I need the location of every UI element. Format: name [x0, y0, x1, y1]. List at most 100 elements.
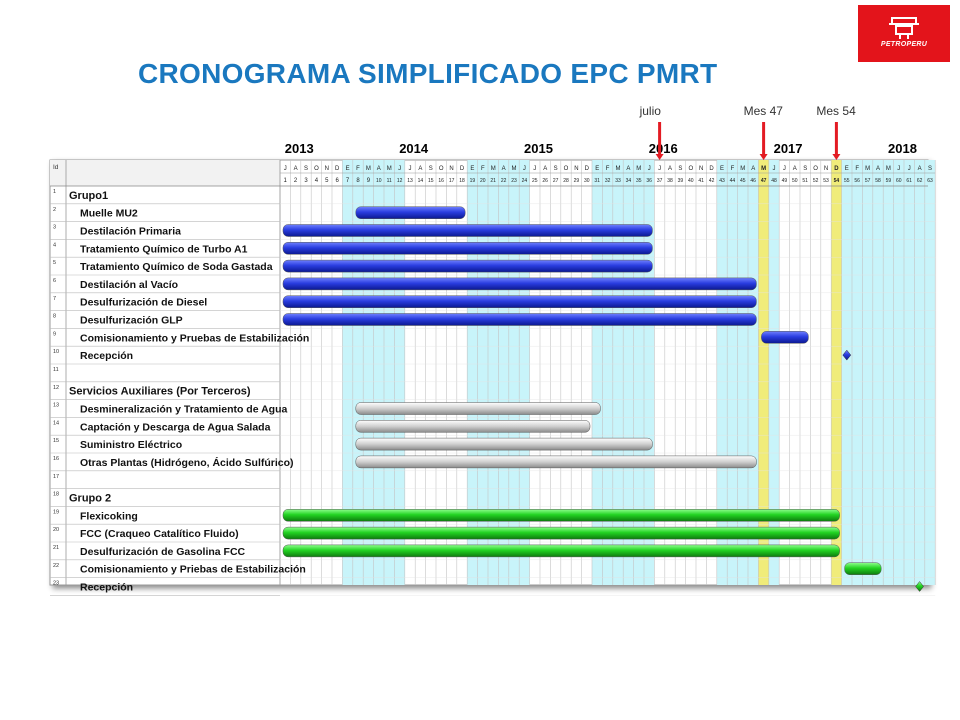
month-number-label: 23: [511, 178, 517, 184]
task-label: Desmineralización y Tratamiento de Agua: [80, 404, 287, 416]
month-letter-label: N: [699, 166, 703, 172]
month-letter-label: A: [751, 166, 755, 172]
row-id: 23: [53, 581, 59, 587]
month-letter-label: N: [325, 166, 329, 172]
month-number-label: 8: [356, 178, 360, 184]
month-number-label: 56: [854, 178, 860, 184]
year-label: 2015: [524, 141, 553, 156]
month-number-label: 2: [294, 178, 298, 184]
month-letter-label: A: [377, 166, 381, 172]
task-bar: [355, 455, 757, 469]
month-number-label: 3: [304, 178, 308, 184]
highlight-column-47: [758, 160, 769, 585]
month-letter-label: J: [658, 166, 661, 172]
task-label: Flexicoking: [80, 510, 138, 522]
month-letter-label: O: [439, 166, 444, 172]
task-label: Comisionamiento y Pruebas de Estabilizac…: [80, 332, 309, 344]
month-letter-label: J: [523, 166, 526, 172]
month-letter-label: A: [418, 166, 422, 172]
task-bar: [355, 437, 653, 451]
month-letter-label: N: [824, 166, 828, 172]
month-letter-label: O: [564, 166, 569, 172]
month-number-label: 24: [522, 178, 528, 184]
month-number-label: 59: [886, 178, 892, 184]
month-letter-label: J: [409, 166, 412, 172]
month-number-label: 14: [418, 178, 424, 184]
task-bar: [282, 509, 840, 522]
task-label: Desulfurización de Gasolina FCC: [80, 546, 246, 558]
month-number-label: 46: [750, 178, 756, 184]
task-bar: [282, 313, 757, 326]
row-id: 17: [53, 474, 59, 480]
month-letter-label: M: [491, 166, 496, 172]
year-label: 2017: [773, 141, 803, 156]
month-number-label: 37: [657, 178, 663, 184]
month-number-label: 27: [553, 178, 559, 184]
month-number-label: 10: [376, 178, 382, 184]
month-letter-label: A: [626, 166, 630, 172]
group-label: Grupo1: [69, 190, 108, 202]
task-bar: [282, 295, 757, 308]
month-number-label: 54: [834, 178, 840, 184]
task-label: Recepción: [80, 350, 133, 362]
month-letter-label: A: [918, 166, 922, 172]
shade-band: [841, 160, 936, 585]
month-letter-label: M: [616, 166, 621, 172]
month-number-label: 36: [646, 178, 652, 184]
month-letter-label: O: [314, 166, 319, 172]
month-number-label: 11: [387, 178, 392, 184]
month-number-label: 61: [906, 178, 912, 184]
header-bg: [50, 160, 280, 186]
month-number-label: 63: [927, 178, 933, 184]
row-id: 19: [53, 509, 59, 515]
row-id: 6: [53, 278, 56, 284]
petroperu-logo: PETROPERU: [858, 5, 950, 62]
month-number-label: 1: [284, 178, 288, 184]
month-number-label: 21: [490, 178, 496, 184]
month-number-label: 9: [367, 178, 371, 184]
month-number-label: 47: [761, 178, 767, 184]
task-label: Tratamiento Químico de Soda Gastada: [80, 261, 273, 273]
month-letter-label: E: [595, 166, 599, 172]
month-letter-label: A: [793, 166, 797, 172]
task-label: Comisionamiento y Priebas de Estabilizac…: [80, 564, 306, 576]
task-bar: [761, 331, 809, 344]
marker-arrowhead: [832, 154, 841, 160]
year-label: 2013: [284, 141, 314, 156]
month-letter-label: A: [294, 166, 298, 172]
month-number-label: 39: [678, 178, 684, 184]
month-letter-label: F: [356, 166, 360, 172]
month-letter-label: F: [855, 166, 859, 172]
month-letter-label: M: [636, 166, 641, 172]
month-letter-label: J: [648, 166, 651, 172]
task-label: Destilación al Vacío: [80, 279, 178, 291]
month-letter-label: D: [585, 166, 590, 172]
month-letter-label: N: [449, 166, 453, 172]
row-id: 11: [53, 367, 59, 373]
task-label: FCC (Craqueo Catalítico Fluido): [80, 528, 239, 540]
month-number-label: 50: [792, 178, 798, 184]
task-bar: [355, 420, 591, 433]
month-number-label: 55: [844, 178, 850, 184]
row-id: 4: [53, 242, 56, 248]
task-label: Otras Plantas (Hidrógeno, Ácido Sulfúric…: [80, 456, 294, 469]
year-label: 2018: [888, 141, 917, 156]
month-letter-label: E: [845, 166, 849, 172]
task-bar: [282, 277, 757, 291]
month-letter-label: S: [803, 166, 807, 172]
month-letter-label: M: [512, 166, 517, 172]
task-bar: [282, 544, 840, 558]
month-letter-label: J: [773, 166, 776, 172]
month-number-label: 28: [563, 178, 569, 184]
month-letter-label: D: [460, 166, 465, 172]
marker-label: Mes 54: [816, 104, 856, 118]
month-number-label: 38: [667, 178, 673, 184]
month-letter-label: M: [387, 166, 392, 172]
month-number-label: 33: [615, 178, 621, 184]
month-number-label: 51: [802, 178, 808, 184]
month-letter-label: E: [346, 166, 350, 172]
row-id: 20: [53, 527, 59, 533]
month-number-label: 45: [740, 178, 746, 184]
task-label: Recepción: [80, 582, 133, 594]
month-number-label: 25: [532, 178, 538, 184]
